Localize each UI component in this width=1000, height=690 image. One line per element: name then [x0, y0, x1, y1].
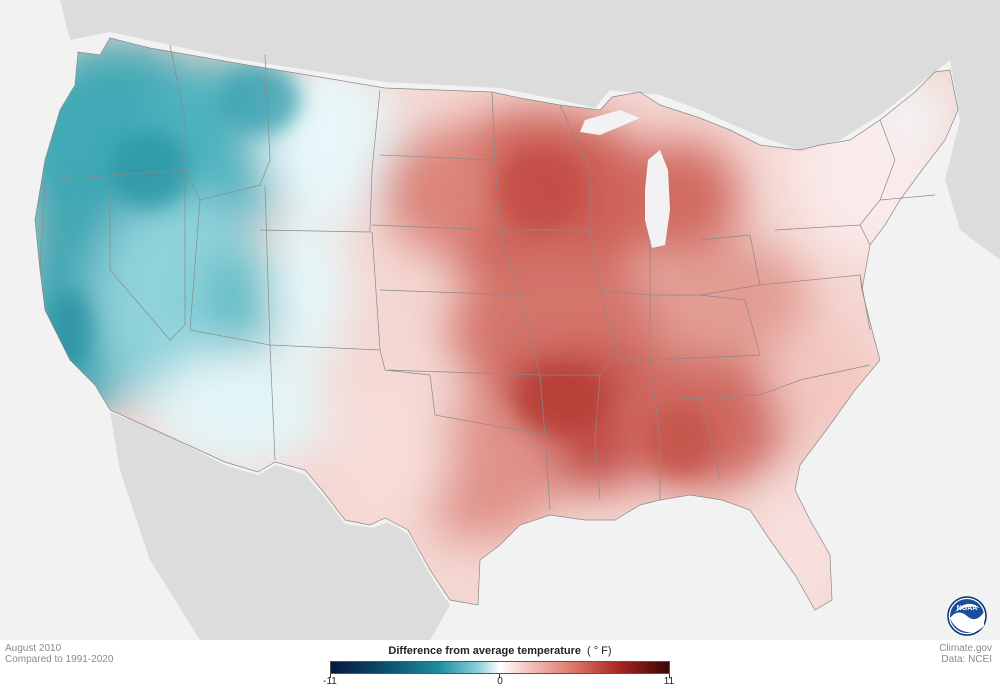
cold-socal-core	[48, 290, 92, 370]
warm-ohio-valley	[650, 240, 810, 360]
hot-wisconsin-core	[495, 150, 585, 230]
baseline-label: Compared to 1991-2020	[5, 654, 114, 665]
mild-texas-west	[330, 370, 450, 530]
legend-label-max: 11	[663, 676, 675, 687]
noaa-logo: NOAA	[947, 596, 987, 636]
legend-tick-mid	[499, 674, 500, 678]
mild-florida	[760, 480, 840, 610]
noaa-logo-wave	[950, 612, 984, 633]
legend-unit: ( ° F)	[587, 645, 612, 657]
legend-tick-max	[669, 674, 670, 678]
lake-superior	[580, 110, 640, 135]
legend-color-bar	[330, 661, 670, 674]
borders	[34, 37, 959, 611]
legend-label-min: -11	[323, 676, 337, 687]
us-outline	[34, 37, 959, 611]
us-temperature-anomaly-map: NOAA	[34, 0, 1000, 640]
cool-utah	[205, 250, 285, 350]
neutral-colorado	[270, 210, 350, 370]
state-lines	[39, 44, 936, 511]
mexico-land	[110, 412, 450, 640]
warm-dakotas	[380, 130, 500, 250]
credit-data: Data: NCEI	[941, 654, 992, 665]
neutral-southwest	[150, 350, 330, 470]
legend-title: Difference from average temperature ( ° F…	[330, 645, 670, 657]
cold-oregon-core	[110, 130, 190, 210]
noaa-logo-bird	[955, 603, 980, 612]
credit-site: Climate.gov	[939, 643, 992, 654]
mild-carolinas	[770, 320, 870, 440]
cold-montana-core	[220, 65, 300, 135]
legend-label-mid: 0	[497, 676, 503, 687]
date-label: August 2010	[5, 643, 62, 654]
noaa-logo-text: NOAA	[957, 605, 978, 612]
legend-tick-min	[330, 674, 331, 678]
legend-title-text: Difference from average temperature	[388, 645, 581, 657]
hot-arkansas-core	[515, 365, 605, 435]
hot-alabama-core	[645, 405, 715, 475]
canada-land	[60, 0, 1000, 260]
footer-bar: August 2010 Compared to 1991-2020 Climat…	[0, 640, 1000, 690]
lake-michigan	[645, 150, 670, 248]
